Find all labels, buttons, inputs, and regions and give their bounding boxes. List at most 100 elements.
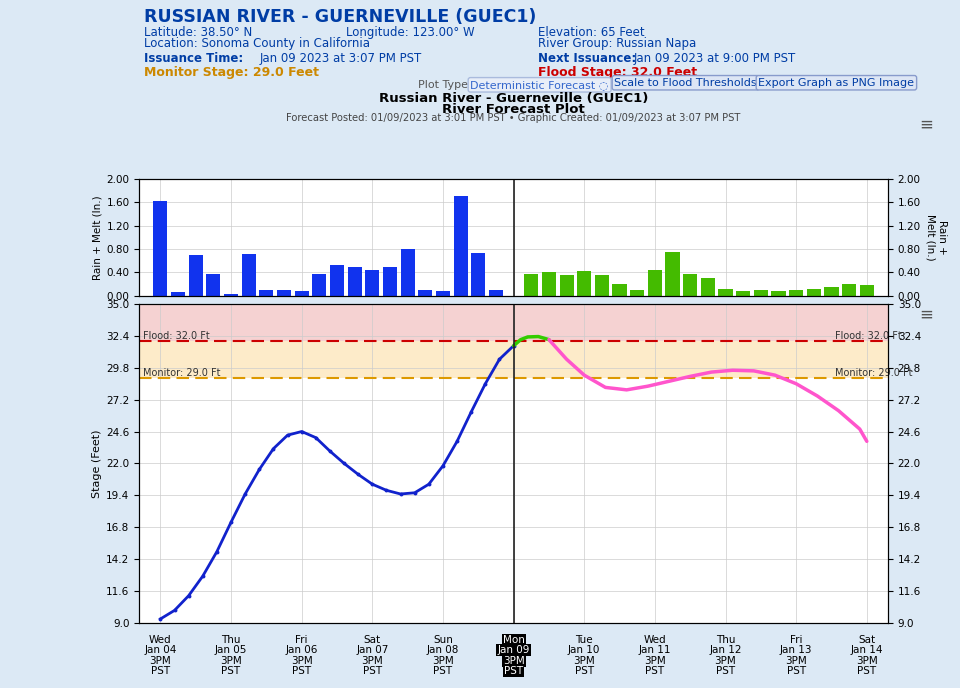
Text: Flood: 32.0 Ft: Flood: 32.0 Ft <box>835 332 901 341</box>
Text: Wed: Wed <box>643 635 666 645</box>
Text: PST: PST <box>222 666 241 676</box>
Bar <box>471 253 486 296</box>
Text: PST: PST <box>151 666 170 676</box>
Text: Jan 09 2023 at 9:00 PM PST: Jan 09 2023 at 9:00 PM PST <box>634 52 796 65</box>
Text: 3PM: 3PM <box>362 656 383 666</box>
Text: Flood Stage: 32.0 Feet: Flood Stage: 32.0 Feet <box>538 66 697 79</box>
Text: Tue: Tue <box>575 635 593 645</box>
Bar <box>312 275 326 296</box>
Text: PST: PST <box>786 666 805 676</box>
Y-axis label: Rain +
Melt (In.): Rain + Melt (In.) <box>925 214 947 261</box>
Y-axis label: Stage (Feet): Stage (Feet) <box>92 429 102 497</box>
Text: Monitor: 29.0 Ft: Monitor: 29.0 Ft <box>835 368 913 378</box>
Text: River Group: Russian Napa: River Group: Russian Napa <box>538 37 696 50</box>
Bar <box>139 304 888 341</box>
Text: Jan 07: Jan 07 <box>356 645 389 656</box>
Text: Thu: Thu <box>716 635 735 645</box>
Bar <box>139 341 888 378</box>
Bar <box>206 274 221 296</box>
Text: PST: PST <box>433 666 452 676</box>
Bar <box>825 287 838 296</box>
Text: Longitude: 123.00° W: Longitude: 123.00° W <box>346 26 474 39</box>
Text: Fri: Fri <box>296 635 308 645</box>
Text: Export Graph as PNG Image: Export Graph as PNG Image <box>758 78 915 88</box>
Text: RUSSIAN RIVER - GUERNEVILLE (GUEC1): RUSSIAN RIVER - GUERNEVILLE (GUEC1) <box>144 8 537 26</box>
Bar <box>189 255 203 296</box>
Text: Thu: Thu <box>222 635 241 645</box>
Text: 3PM: 3PM <box>220 656 242 666</box>
Text: Sat: Sat <box>364 635 381 645</box>
Bar <box>348 267 362 296</box>
Text: 3PM: 3PM <box>714 656 736 666</box>
Text: ≡: ≡ <box>920 305 933 323</box>
Text: Jan 04: Jan 04 <box>144 645 177 656</box>
Bar <box>772 291 785 296</box>
Text: Flood: 32.0 Ft: Flood: 32.0 Ft <box>143 332 209 341</box>
Bar <box>648 270 662 296</box>
Text: PST: PST <box>292 666 311 676</box>
Text: Russian River - Guerneville (GUEC1): Russian River - Guerneville (GUEC1) <box>379 92 648 105</box>
Bar <box>541 272 556 296</box>
Text: 3PM: 3PM <box>291 656 313 666</box>
Bar <box>560 275 574 296</box>
Text: 3PM: 3PM <box>785 656 807 666</box>
Text: Scale to Flood Thresholds: Scale to Flood Thresholds <box>614 78 757 88</box>
Text: Mon: Mon <box>503 635 524 645</box>
Text: Latitude: 38.50° N: Latitude: 38.50° N <box>144 26 252 39</box>
Text: Jan 10: Jan 10 <box>568 645 600 656</box>
Text: Forecast Posted: 01/09/2023 at 3:01 PM PST • Graphic Created: 01/09/2023 at 3:07: Forecast Posted: 01/09/2023 at 3:01 PM P… <box>286 113 741 123</box>
Bar <box>383 267 397 296</box>
Bar <box>842 284 856 296</box>
Text: Jan 13: Jan 13 <box>780 645 812 656</box>
Bar <box>365 270 379 296</box>
Bar <box>577 270 591 296</box>
Y-axis label: Rain + Melt (In.): Rain + Melt (In.) <box>92 195 102 280</box>
Text: Monitor Stage: 29.0 Feet: Monitor Stage: 29.0 Feet <box>144 66 319 79</box>
Bar <box>224 294 238 296</box>
Text: PST: PST <box>645 666 664 676</box>
Bar <box>806 289 821 296</box>
Text: PST: PST <box>857 666 876 676</box>
Bar <box>436 291 450 296</box>
Bar <box>453 197 468 296</box>
Bar <box>489 290 503 296</box>
Bar <box>754 290 768 296</box>
Text: PST: PST <box>504 666 523 676</box>
Text: Sat: Sat <box>858 635 876 645</box>
Text: Jan 12: Jan 12 <box>709 645 742 656</box>
Text: 3PM: 3PM <box>150 656 171 666</box>
Bar <box>789 290 804 296</box>
Text: Sun: Sun <box>433 635 453 645</box>
Bar <box>860 286 874 296</box>
Text: Location: Sonoma County in California: Location: Sonoma County in California <box>144 37 370 50</box>
Bar <box>524 274 539 296</box>
Bar <box>595 275 609 296</box>
Bar <box>630 290 644 296</box>
Text: 3PM: 3PM <box>432 656 454 666</box>
Text: Next Issuance:: Next Issuance: <box>538 52 640 65</box>
Bar <box>242 254 255 296</box>
Text: Monitor: 29.0 Ft: Monitor: 29.0 Ft <box>143 368 220 378</box>
Text: Jan 11: Jan 11 <box>638 645 671 656</box>
Text: PST: PST <box>363 666 382 676</box>
Bar <box>701 279 715 296</box>
Bar <box>171 292 185 296</box>
Text: Jan 06: Jan 06 <box>285 645 318 656</box>
Text: Elevation: 65 Feet: Elevation: 65 Feet <box>538 26 644 39</box>
Bar <box>295 291 309 296</box>
Bar <box>718 289 732 296</box>
Bar <box>684 274 697 296</box>
Text: PST: PST <box>716 666 735 676</box>
Text: Deterministic Forecast ◌: Deterministic Forecast ◌ <box>470 80 609 90</box>
Text: Jan 08: Jan 08 <box>427 645 459 656</box>
Text: Issuance Time:: Issuance Time: <box>144 52 248 65</box>
Bar <box>400 249 415 296</box>
Text: Wed: Wed <box>149 635 172 645</box>
Text: Fri: Fri <box>790 635 803 645</box>
Text: 3PM: 3PM <box>503 656 524 666</box>
Text: Jan 09 2023 at 3:07 PM PST: Jan 09 2023 at 3:07 PM PST <box>259 52 421 65</box>
Text: 3PM: 3PM <box>573 656 595 666</box>
Text: Jan 05: Jan 05 <box>215 645 248 656</box>
Text: Jan 09: Jan 09 <box>497 645 530 656</box>
Bar <box>736 291 751 296</box>
